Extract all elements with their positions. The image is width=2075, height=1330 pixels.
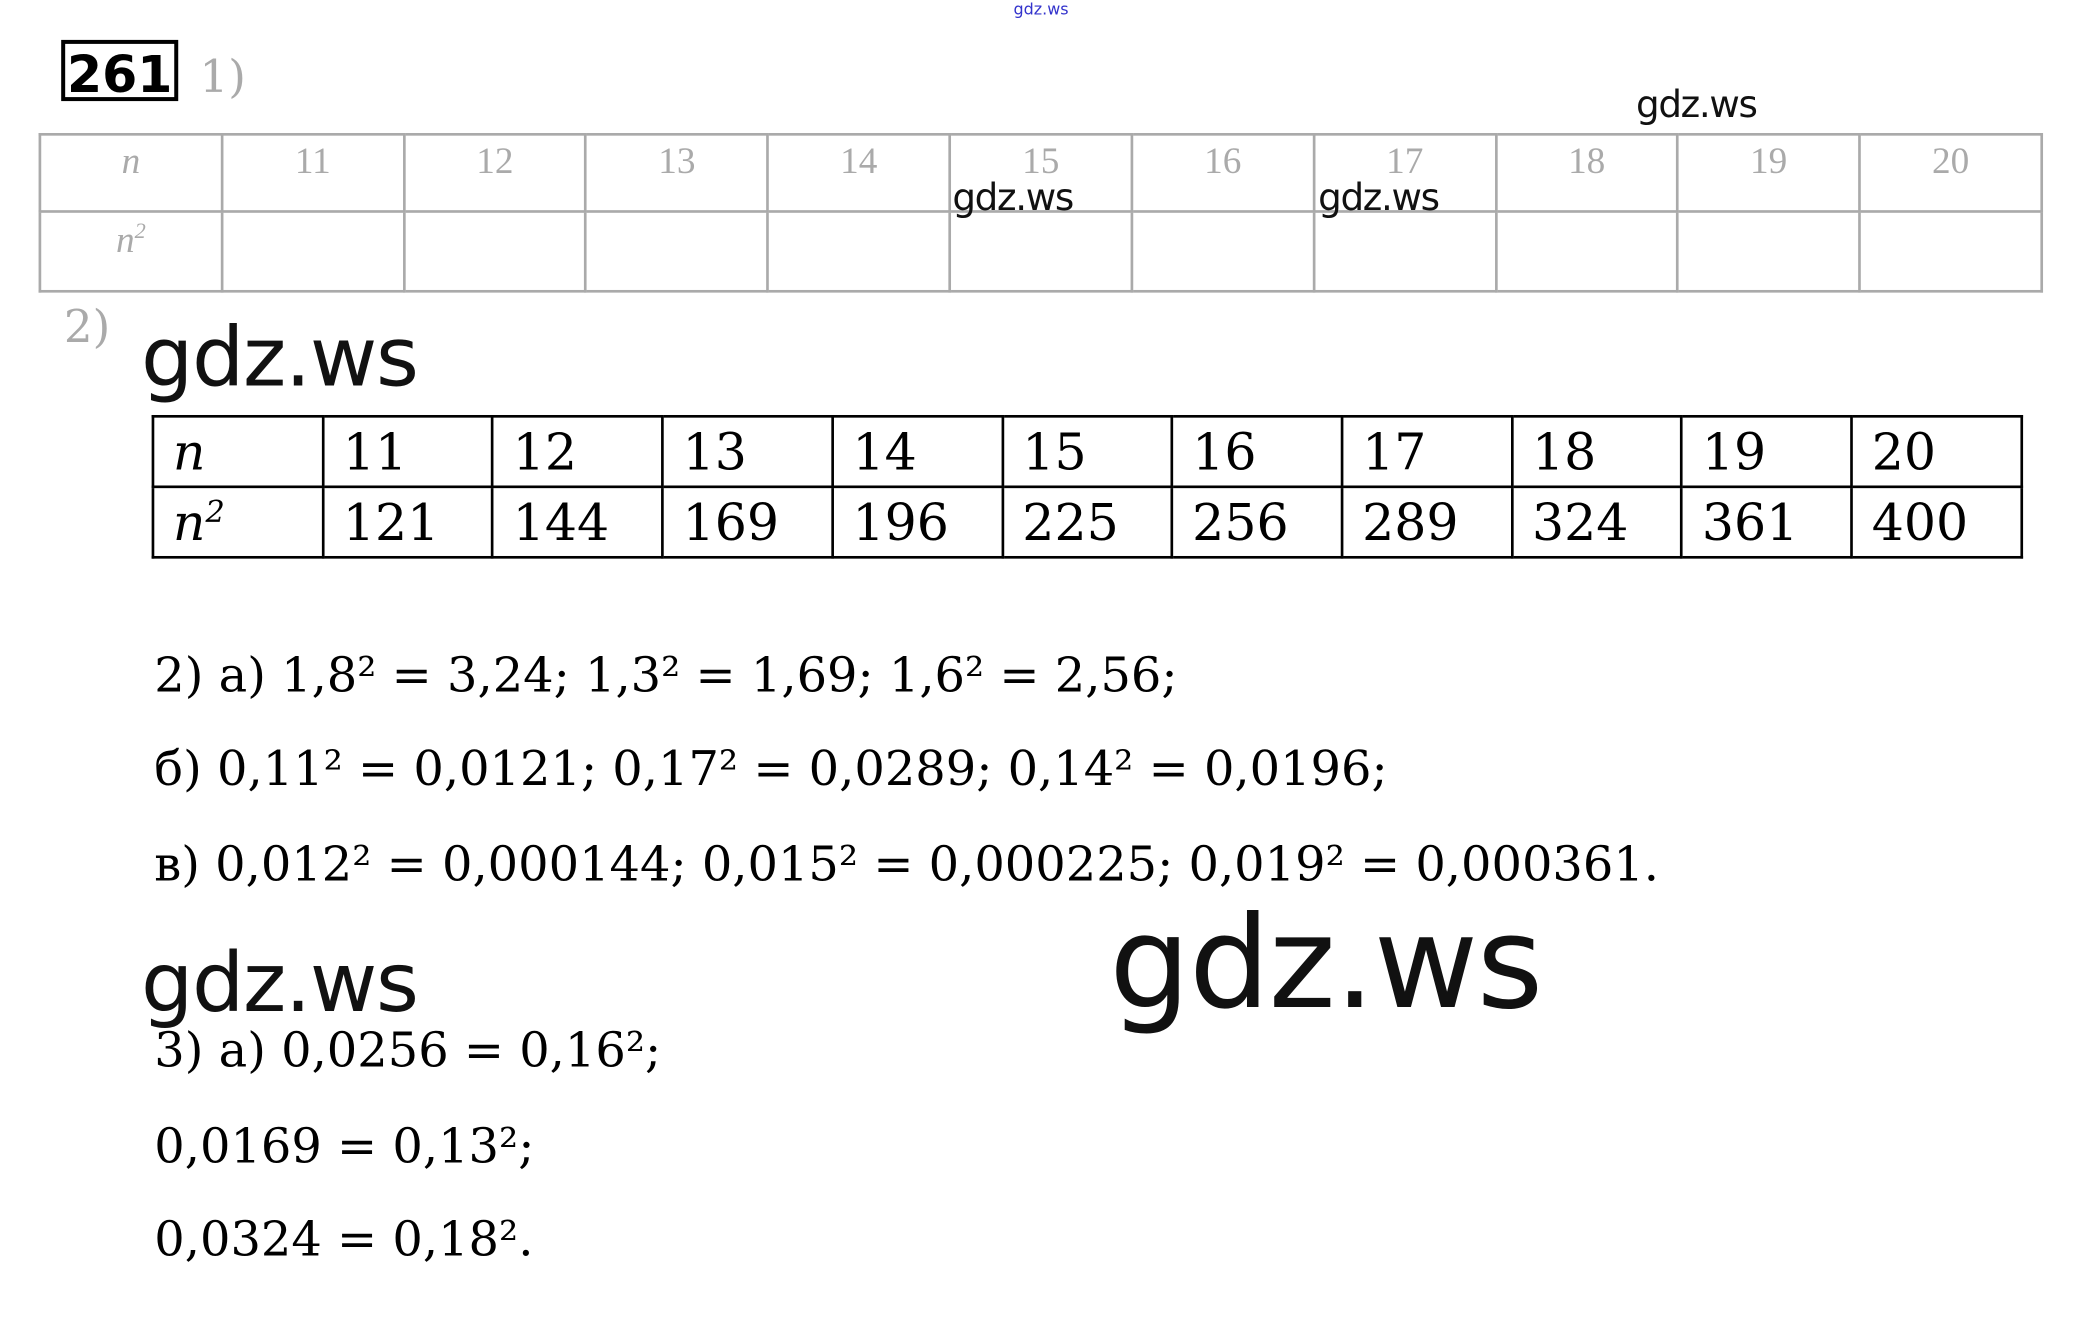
cell: 17 xyxy=(1312,133,1498,213)
cell: 19 xyxy=(1676,133,1861,213)
cell: 20 xyxy=(1850,414,2024,489)
watermark-top: gdz.ws xyxy=(1013,0,1069,19)
solution-line-a: 2) а) 1,8² = 3,24; 1,3² = 1,69; 1,6² = 2… xyxy=(154,649,1178,704)
cell: 144 xyxy=(491,485,664,559)
cell: 16 xyxy=(1170,414,1344,489)
cell: 12 xyxy=(402,133,588,213)
part1-label: 1) xyxy=(199,50,246,104)
watermark: gdz.ws xyxy=(1109,888,1543,1038)
cell xyxy=(1312,210,1498,293)
cell: 256 xyxy=(1170,485,1344,559)
task-number: 261 xyxy=(61,39,179,104)
table-row-n: n 11 12 13 14 15 16 17 18 19 20 xyxy=(151,414,2024,489)
cell: 400 xyxy=(1850,485,2024,559)
cell xyxy=(402,210,588,293)
cell: 15 xyxy=(1001,414,1174,489)
watermark: gdz.ws xyxy=(952,175,1074,220)
cell: 12 xyxy=(491,414,664,489)
watermark: gdz.ws xyxy=(140,933,419,1031)
table-part2: n 11 12 13 14 15 16 17 18 19 20 n2 121 144 169 196 225 2… xyxy=(151,414,2024,559)
cell: 324 xyxy=(1510,485,1684,559)
cell xyxy=(220,210,406,293)
cell xyxy=(1494,210,1680,293)
cell: 16 xyxy=(1130,133,1316,213)
cell: 11 xyxy=(321,414,495,489)
cell: 225 xyxy=(1001,485,1174,559)
cell: 17 xyxy=(1340,414,1514,489)
cell: 20 xyxy=(1858,133,2044,213)
table-row-n2: n2 121 144 169 196 225 256 289 324 361 400 xyxy=(151,485,2024,559)
watermark: gdz.ws xyxy=(140,308,419,406)
cell: 196 xyxy=(831,485,1004,559)
solution-line-3c: 0,0324 = 0,18². xyxy=(154,1213,534,1268)
cell xyxy=(948,210,1134,293)
header-n: n xyxy=(38,133,224,213)
cell: 13 xyxy=(661,414,834,489)
cell: 15 xyxy=(948,133,1134,213)
cell: 361 xyxy=(1680,485,1854,559)
cell: 11 xyxy=(220,133,406,213)
watermark: gdz.ws xyxy=(1318,175,1440,220)
table-row-n: n 11 12 13 14 15 16 17 18 19 20 xyxy=(38,133,2044,213)
part2-label: 2) xyxy=(63,300,111,354)
table-row-n2: n2 xyxy=(38,210,2044,293)
solution-line-3b: 0,0169 = 0,13²; xyxy=(154,1119,535,1175)
solution-line-3a: 3) а) 0,0256 = 0,16²; xyxy=(154,1024,662,1079)
cell xyxy=(1676,210,1861,293)
solution-line-b: б) 0,11² = 0,0121; 0,17² = 0,0289; 0,14²… xyxy=(154,742,1388,797)
solution-line-v: в) 0,012² = 0,000144; 0,015² = 0,000225;… xyxy=(154,837,1660,893)
cell xyxy=(1130,210,1316,293)
header-n: n xyxy=(151,414,325,489)
cell: 289 xyxy=(1340,485,1514,559)
cell: 18 xyxy=(1494,133,1680,213)
watermark: gdz.ws xyxy=(1636,82,1758,127)
cell: 169 xyxy=(661,485,834,559)
cell xyxy=(584,210,770,293)
cell: 19 xyxy=(1680,414,1854,489)
cell: 14 xyxy=(831,414,1004,489)
cell: 14 xyxy=(766,133,952,213)
header-n2: n2 xyxy=(38,210,224,293)
header-n2: n2 xyxy=(151,485,325,559)
cell xyxy=(766,210,952,293)
cell: 13 xyxy=(584,133,770,213)
cell: 18 xyxy=(1510,414,1684,489)
cell xyxy=(1858,210,2044,293)
table-part1: n 11 12 13 14 15 16 17 18 19 20 n2 xyxy=(38,133,2044,293)
cell: 121 xyxy=(321,485,495,559)
